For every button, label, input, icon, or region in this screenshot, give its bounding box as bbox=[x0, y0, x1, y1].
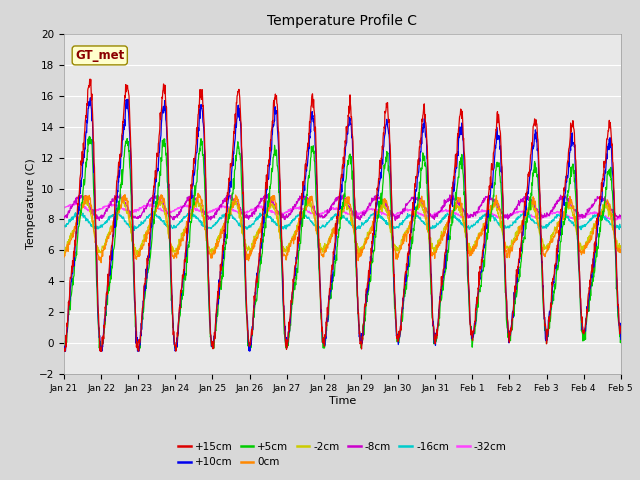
X-axis label: Time: Time bbox=[329, 396, 356, 406]
Y-axis label: Temperature (C): Temperature (C) bbox=[26, 158, 36, 250]
Legend: +15cm, +10cm, +5cm, 0cm, -2cm, -8cm, -16cm, -32cm: +15cm, +10cm, +5cm, 0cm, -2cm, -8cm, -16… bbox=[174, 438, 511, 471]
Text: GT_met: GT_met bbox=[75, 49, 124, 62]
Title: Temperature Profile C: Temperature Profile C bbox=[268, 14, 417, 28]
